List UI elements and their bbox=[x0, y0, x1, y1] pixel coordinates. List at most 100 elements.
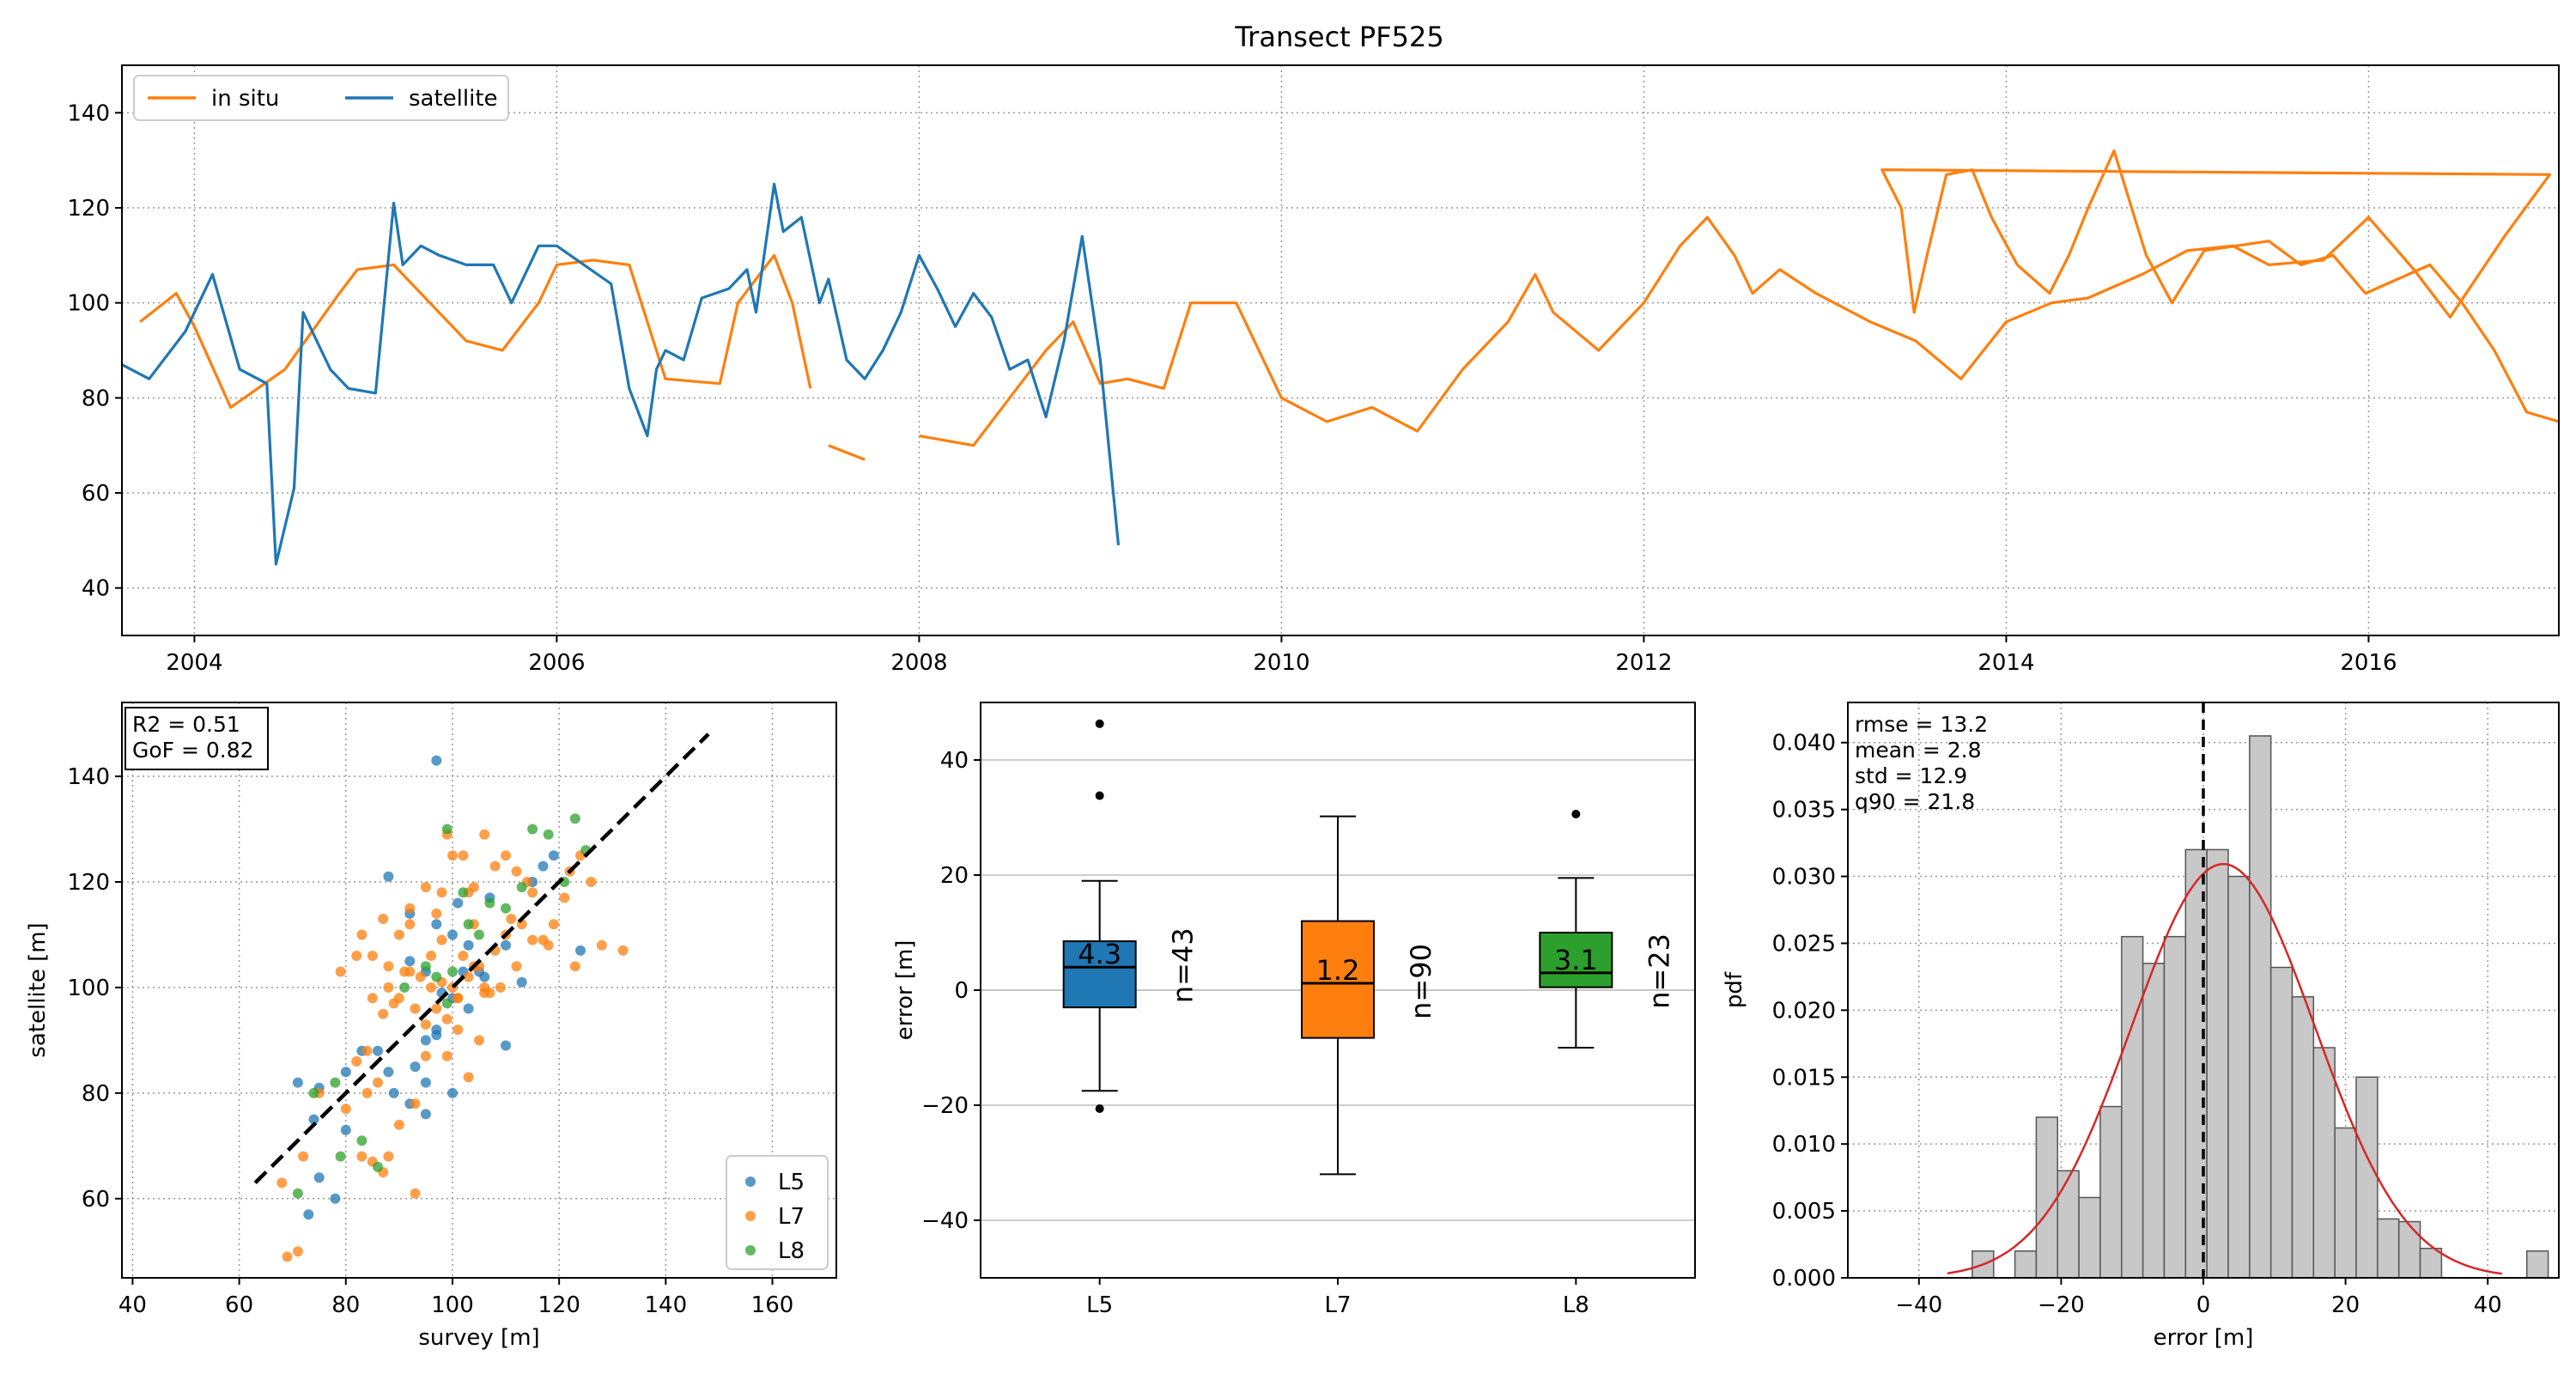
scatter-point-L7 bbox=[351, 951, 362, 961]
stats-line: GoF = 0.82 bbox=[132, 738, 254, 763]
y-tick-label: −40 bbox=[921, 1208, 969, 1234]
scatter-point-L5 bbox=[538, 860, 549, 872]
histogram-bar bbox=[2397, 1220, 2421, 1279]
y-tick-label: 100 bbox=[67, 976, 110, 1001]
histogram-bar bbox=[2377, 1218, 2400, 1279]
box-L7 bbox=[1301, 920, 1375, 1039]
scatter-point-L5 bbox=[548, 850, 559, 861]
scatter-point-L8 bbox=[373, 1161, 383, 1172]
scatter-point-L8 bbox=[484, 897, 495, 909]
scatter-point-L8 bbox=[463, 919, 474, 930]
mean-label: 3.1 bbox=[1554, 944, 1598, 976]
histogram-bar bbox=[2206, 848, 2229, 1279]
scatter-point-L7 bbox=[410, 1098, 421, 1110]
scatter-point-L7 bbox=[420, 882, 431, 893]
stats-line: R2 = 0.51 bbox=[132, 712, 240, 737]
axes-frame bbox=[121, 702, 837, 1279]
boxplot-panel: 40 20 0 −20 −40 4.3 n=43 L5 1.2 n=90 L7 3.1 n=23 L8 er… bbox=[892, 702, 1696, 1318]
y-tick-label: 60 bbox=[82, 481, 110, 507]
stats-line: rmse = 13.2 bbox=[1855, 712, 1988, 737]
scatter-point-L7 bbox=[298, 1151, 309, 1162]
x-tick-label: 140 bbox=[644, 1292, 687, 1318]
y-tick-label: 80 bbox=[82, 386, 110, 411]
histogram-bar bbox=[2525, 1250, 2549, 1279]
scatter-point-L7 bbox=[388, 998, 399, 1009]
x-tick-label: 120 bbox=[538, 1292, 580, 1318]
histogram-bar bbox=[2334, 1127, 2357, 1279]
scatter-point-L8 bbox=[356, 1135, 368, 1146]
n-label: n=43 bbox=[1167, 927, 1200, 1003]
y-tick-label: 100 bbox=[67, 291, 110, 317]
scatter-point-L5 bbox=[447, 929, 458, 940]
scatter-point-L5 bbox=[463, 1003, 474, 1014]
y-tick-label: 0.010 bbox=[1772, 1132, 1836, 1158]
x-tick-label: 100 bbox=[431, 1292, 474, 1318]
scatter-point-L7 bbox=[441, 1050, 453, 1061]
legend-box bbox=[133, 75, 509, 121]
y-tick-label: 0.030 bbox=[1772, 865, 1836, 891]
box-L8 bbox=[1539, 932, 1613, 988]
scatter-panel: 40 60 80 100 120 140 160 60 80 100 120 140 R2 = 0.51… bbox=[25, 702, 837, 1351]
scatter-point-L5 bbox=[431, 755, 442, 766]
scatter-point-L7 bbox=[378, 1008, 389, 1019]
y-axis-label: satellite [m] bbox=[25, 922, 51, 1057]
scatter-point-L7 bbox=[292, 1246, 303, 1257]
x-tick-label: −40 bbox=[1895, 1292, 1942, 1318]
scatter-point-L7 bbox=[441, 1013, 453, 1024]
scatter-point-L5 bbox=[303, 1209, 314, 1220]
y-tick-label: 0.000 bbox=[1772, 1266, 1836, 1292]
scatter-point-L7 bbox=[458, 951, 469, 961]
scatter-point-L5 bbox=[410, 1061, 421, 1073]
scatter-point-L8 bbox=[441, 824, 453, 835]
scatter-point-L7 bbox=[367, 993, 378, 1004]
scatter-point-L8 bbox=[527, 824, 538, 835]
scatter-point-L5 bbox=[383, 871, 394, 882]
axes-frame bbox=[121, 64, 2560, 636]
series-line-satellite bbox=[121, 182, 1121, 566]
scatter-point-L8 bbox=[420, 961, 431, 972]
x-tick-label: 40 bbox=[2474, 1292, 2502, 1318]
scatter-point-L7 bbox=[420, 1019, 431, 1030]
legend-box bbox=[726, 1155, 829, 1270]
scatter-point-L7 bbox=[373, 1077, 383, 1088]
x-tick-label: 2014 bbox=[1978, 650, 2034, 676]
legend-label: L8 bbox=[778, 1238, 805, 1264]
scatter-point-L7 bbox=[501, 850, 511, 861]
histogram-bar bbox=[2269, 966, 2293, 1279]
scatter-point-L7 bbox=[506, 914, 517, 924]
histogram-bar bbox=[2014, 1250, 2038, 1279]
x-tick-label: 2004 bbox=[166, 650, 222, 676]
y-tick-label: 0.040 bbox=[1772, 731, 1836, 757]
scatter-point-L7 bbox=[367, 951, 378, 961]
scatter-point-L5 bbox=[501, 939, 511, 951]
scatter-point-L7 bbox=[282, 1251, 293, 1262]
scatter-point-L7 bbox=[511, 961, 522, 972]
scatter-point-L5 bbox=[447, 1087, 458, 1098]
timeseries-panel: 2004 2006 2008 2010 2012 2014 2016 40 60 80 100 120… bbox=[67, 64, 2560, 676]
scatter-point-L7 bbox=[463, 1072, 474, 1083]
y-tick-label: 0 bbox=[954, 978, 969, 1004]
histogram-bar bbox=[2035, 1116, 2059, 1279]
scatter-point-L5 bbox=[373, 1045, 383, 1056]
scatter-point-L5 bbox=[404, 956, 416, 967]
scatter-point-L8 bbox=[543, 829, 554, 840]
histogram-bar bbox=[2099, 1105, 2123, 1279]
scatter-point-L7 bbox=[356, 1151, 368, 1162]
scatter-point-L7 bbox=[479, 829, 490, 840]
scatter-point-L5 bbox=[340, 1067, 351, 1078]
y-axis-label: error [m] bbox=[892, 940, 918, 1041]
scatter-point-L7 bbox=[617, 945, 629, 956]
flier bbox=[1095, 719, 1104, 728]
scatter-point-L7 bbox=[404, 903, 416, 914]
scatter-point-L7 bbox=[586, 877, 597, 887]
stats-line: mean = 2.8 bbox=[1855, 738, 1982, 763]
histogram-bar bbox=[1971, 1250, 1995, 1279]
scatter-point-L7 bbox=[383, 961, 394, 972]
scatter-point-L7 bbox=[431, 908, 442, 919]
scatter-point-L5 bbox=[501, 1040, 511, 1051]
scatter-point-L8 bbox=[399, 982, 410, 993]
histogram-bar bbox=[2121, 935, 2144, 1279]
scatter-point-L7 bbox=[468, 882, 479, 893]
scatter-point-L7 bbox=[426, 982, 437, 993]
